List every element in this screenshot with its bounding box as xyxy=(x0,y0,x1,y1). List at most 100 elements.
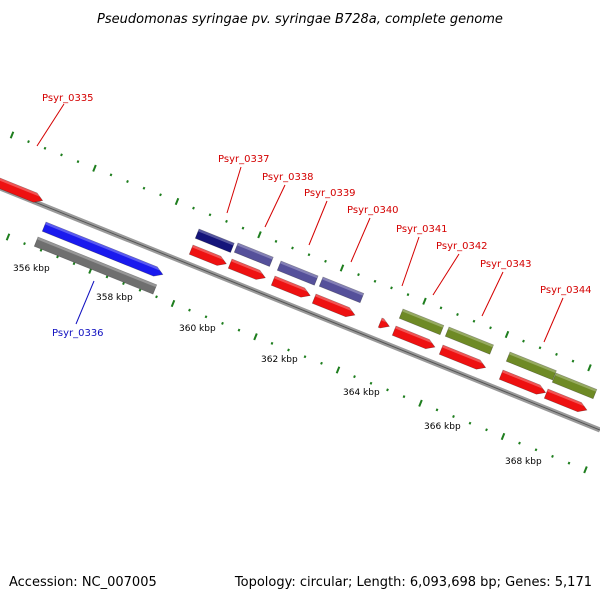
minor-tick xyxy=(522,339,525,343)
major-tick xyxy=(339,264,345,272)
gene-psyr-0343[interactable] xyxy=(498,369,547,397)
cds-psyr-0340[interactable] xyxy=(318,276,365,304)
callout-line xyxy=(36,103,65,147)
gene-label-psyr-0339[interactable]: Psyr_0339 xyxy=(304,188,356,199)
gene-psyr-0341[interactable] xyxy=(391,325,437,352)
callout-line xyxy=(401,236,420,287)
minor-tick xyxy=(390,286,393,290)
major-tick xyxy=(92,164,97,172)
major-tick xyxy=(583,466,588,474)
minor-tick xyxy=(76,160,80,164)
callout-line xyxy=(350,217,371,263)
minor-tick xyxy=(324,259,327,263)
minor-tick xyxy=(489,326,492,330)
minor-tick xyxy=(567,461,571,465)
major-tick xyxy=(170,299,176,308)
minor-tick xyxy=(60,153,63,157)
lower-tick-row xyxy=(5,233,588,474)
callout-line xyxy=(75,280,95,325)
minor-tick xyxy=(56,255,59,259)
gene-psyr-0341-small[interactable] xyxy=(377,317,391,331)
major-tick xyxy=(587,364,592,372)
cds-psyr-0343[interactable] xyxy=(505,351,557,381)
gene-psyr-0335[interactable] xyxy=(0,177,45,205)
minor-tick xyxy=(353,375,356,379)
minor-tick xyxy=(468,421,472,425)
major-tick xyxy=(422,297,427,305)
gene-psyr-0342[interactable] xyxy=(438,344,487,372)
minor-tick xyxy=(534,448,538,452)
gene-psyr-0344[interactable] xyxy=(543,388,589,415)
cds-psyr-0336-upper[interactable] xyxy=(41,221,164,279)
callout-line xyxy=(226,166,242,214)
minor-tick xyxy=(126,180,129,183)
cds-psyr-0338[interactable] xyxy=(233,242,274,267)
gene-label-psyr-0343[interactable]: Psyr_0343 xyxy=(480,259,532,270)
minor-tick xyxy=(320,361,323,365)
major-tick xyxy=(418,399,423,407)
cds-psyr-0342[interactable] xyxy=(444,326,494,355)
minor-tick xyxy=(241,226,245,230)
cds-psyr-0344[interactable] xyxy=(551,372,598,400)
scale-label-358: 358 kbp xyxy=(96,293,133,303)
callout-line xyxy=(543,297,564,343)
gene-psyr-0337[interactable] xyxy=(188,244,228,268)
minor-tick xyxy=(192,206,195,210)
major-tick xyxy=(5,233,11,241)
minor-tick xyxy=(142,186,146,190)
gene-label-psyr-0344[interactable]: Psyr_0344 xyxy=(540,285,592,296)
minor-tick xyxy=(225,219,228,223)
callout-line xyxy=(264,184,286,228)
gene-features xyxy=(0,177,598,415)
scale-label-368: 368 kbp xyxy=(505,457,542,467)
callout-line xyxy=(308,200,328,246)
gene-label-psyr-0336[interactable]: Psyr_0336 xyxy=(52,328,104,339)
minor-tick xyxy=(270,341,274,345)
minor-tick xyxy=(439,306,443,310)
cds-psyr-0339[interactable] xyxy=(276,260,319,286)
minor-tick xyxy=(105,275,109,279)
minor-tick xyxy=(551,454,554,458)
gene-psyr-0339[interactable] xyxy=(270,275,312,300)
cds-psyr-0336-lower[interactable] xyxy=(33,236,158,295)
minor-tick xyxy=(555,352,558,356)
gene-label-psyr-0341[interactable]: Psyr_0341 xyxy=(396,224,448,235)
scale-label-360: 360 kbp xyxy=(179,324,216,334)
gene-label-psyr-0338[interactable]: Psyr_0338 xyxy=(262,172,314,183)
minor-tick xyxy=(237,328,241,332)
minor-tick xyxy=(287,348,290,352)
accession-text: Accession: NC_007005 xyxy=(9,575,157,590)
minor-tick xyxy=(472,319,476,323)
minor-tick xyxy=(456,313,459,316)
genome-backbone xyxy=(0,185,600,433)
map-title: Pseudomonas syringae pv. syringae B728a,… xyxy=(97,12,503,27)
gene-label-psyr-0337[interactable]: Psyr_0337 xyxy=(218,154,270,165)
major-tick xyxy=(174,197,180,206)
minor-tick xyxy=(303,355,307,359)
gene-label-psyr-0342[interactable]: Psyr_0342 xyxy=(436,241,488,252)
minor-tick xyxy=(307,253,311,257)
minor-tick xyxy=(138,288,142,292)
cds-psyr-0341[interactable] xyxy=(398,308,445,336)
minor-tick xyxy=(406,293,410,297)
gene-label-psyr-0335[interactable]: Psyr_0335 xyxy=(42,93,94,104)
cds-psyr-0337[interactable] xyxy=(194,228,235,253)
minor-tick xyxy=(369,381,373,385)
minor-tick xyxy=(204,315,208,319)
upper-tick-row xyxy=(9,131,592,372)
minor-tick xyxy=(39,248,43,252)
gene-psyr-0340[interactable] xyxy=(311,293,357,320)
major-tick xyxy=(504,330,510,339)
minor-tick xyxy=(402,395,406,399)
gene-label-psyr-0340[interactable]: Psyr_0340 xyxy=(347,205,399,216)
scale-label-356: 356 kbp xyxy=(13,264,50,274)
scale-label-364: 364 kbp xyxy=(343,388,380,398)
gene-psyr-0338[interactable] xyxy=(227,258,267,282)
minor-tick xyxy=(274,239,278,243)
minor-tick xyxy=(23,242,26,246)
callout-line xyxy=(481,271,504,317)
major-tick xyxy=(335,366,341,374)
minor-tick xyxy=(386,388,389,392)
major-tick xyxy=(500,432,506,441)
